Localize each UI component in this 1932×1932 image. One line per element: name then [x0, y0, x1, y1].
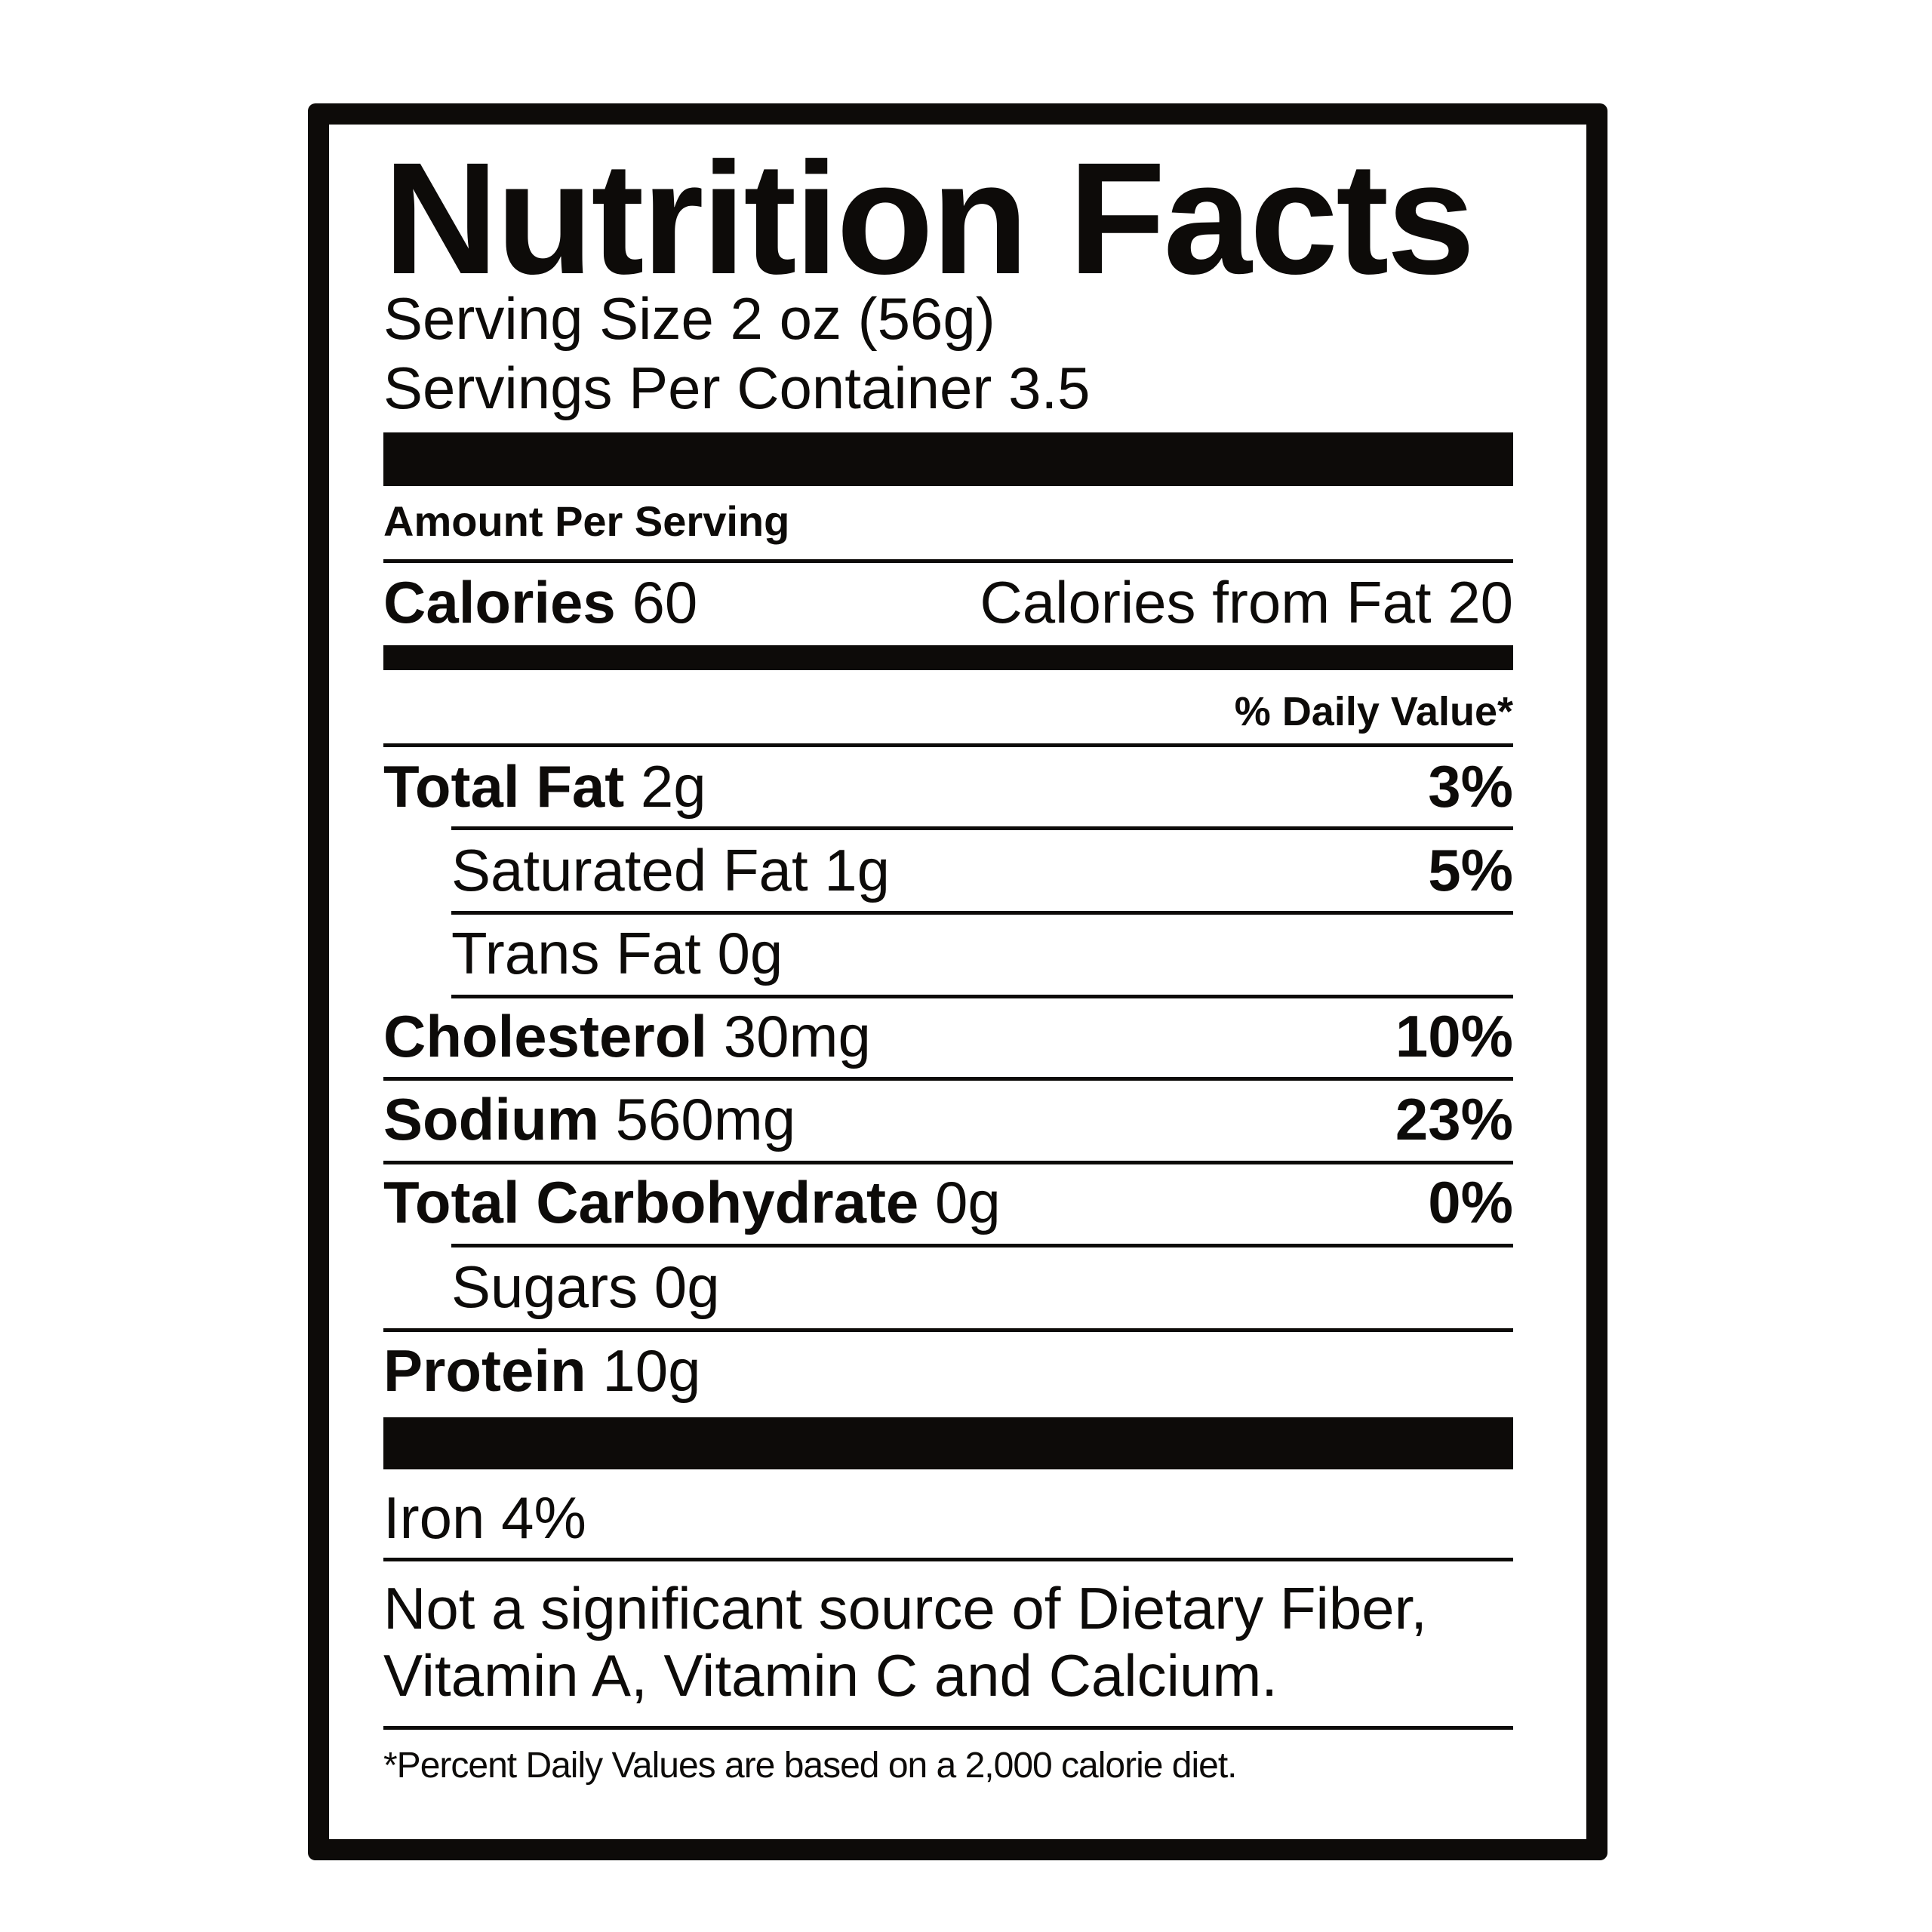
nutrient-amount: 2g	[640, 753, 706, 820]
not-significant-line-1: Not a significant source of Dietary Fibe…	[383, 1575, 1427, 1641]
nutrient-saturated-fat: Saturated Fat 1g	[451, 837, 891, 903]
nutrient-label: Sodium	[383, 1086, 599, 1152]
thick-divider	[383, 1417, 1513, 1469]
nutrient-label: Total Fat	[383, 753, 625, 820]
medium-divider	[383, 645, 1513, 670]
divider	[451, 995, 1513, 998]
not-significant-line-2: Vitamin A, Vitamin C and Calcium.	[383, 1642, 1278, 1709]
amount-per-serving: Amount Per Serving	[383, 497, 790, 545]
nutrient-label: Protein	[383, 1337, 586, 1404]
nutrient-label: Cholesterol	[383, 1003, 708, 1069]
thick-divider	[383, 432, 1513, 486]
nutrient-sodium: Sodium 560mg	[383, 1090, 795, 1149]
nutrition-facts-label: Nutrition Facts Serving Size 2 oz (56g) …	[308, 103, 1607, 1860]
servings-per-container: Servings Per Container 3.5	[383, 355, 1091, 421]
divider	[451, 911, 1513, 915]
nutrient-label: Total Carbohydrate	[383, 1169, 919, 1235]
dv-saturated-fat: 5%	[1428, 837, 1513, 903]
nutrient-total-carbohydrate: Total Carbohydrate 0g	[383, 1173, 1001, 1232]
nutrient-protein: Protein 10g	[383, 1341, 701, 1400]
dv-total-fat: 3%	[1428, 753, 1513, 820]
divider	[383, 559, 1513, 563]
calories-label: Calories	[383, 569, 616, 635]
daily-value-header: % Daily Value*	[1234, 689, 1513, 734]
divider	[451, 1244, 1513, 1247]
serving-size: Serving Size 2 oz (56g)	[383, 285, 995, 352]
calories-value: 60	[632, 569, 698, 635]
nutrient-amount: 0g	[934, 1169, 1001, 1235]
nutrient-cholesterol: Cholesterol 30mg	[383, 1007, 871, 1066]
nutrient-sugars: Sugars 0g	[451, 1254, 720, 1320]
calories-row: Calories 60	[383, 573, 697, 632]
label-content: Nutrition Facts Serving Size 2 oz (56g) …	[383, 125, 1513, 1839]
divider	[383, 743, 1513, 747]
divider	[451, 826, 1513, 830]
dv-cholesterol: 10%	[1395, 1003, 1513, 1069]
calories-from-fat: Calories from Fat 20	[980, 569, 1513, 635]
iron: Iron 4%	[383, 1484, 586, 1551]
divider	[383, 1077, 1513, 1081]
nutrient-amount: 30mg	[723, 1003, 871, 1069]
divider	[383, 1726, 1513, 1730]
divider	[383, 1161, 1513, 1164]
label-title: Nutrition Facts	[383, 129, 1475, 307]
divider	[383, 1328, 1513, 1332]
nutrient-amount: 560mg	[615, 1086, 796, 1152]
divider	[383, 1558, 1513, 1561]
dv-total-carbohydrate: 0%	[1428, 1169, 1513, 1235]
nutrient-trans-fat: Trans Fat 0g	[451, 920, 783, 986]
nutrient-amount: 10g	[602, 1337, 701, 1404]
footnote: *Percent Daily Values are based on a 2,0…	[383, 1746, 1237, 1786]
dv-sodium: 23%	[1395, 1086, 1513, 1152]
nutrient-total-fat: Total Fat 2g	[383, 757, 706, 816]
